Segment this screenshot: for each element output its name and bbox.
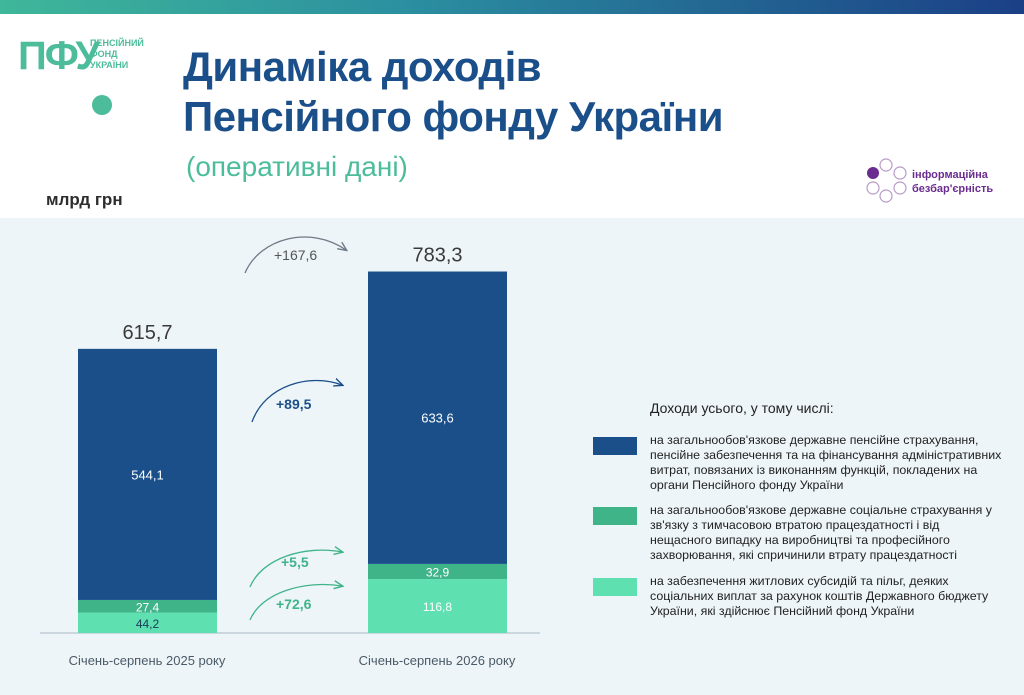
change-label-series1: +72,6 (276, 596, 312, 612)
segment-label-2026-series3: 633,6 (421, 411, 454, 426)
page-title: Динаміка доходів Пенсійного фонду Україн… (183, 42, 724, 142)
legend-swatch-series1 (593, 578, 637, 596)
pfu-logo-subtitle: ПЕНСІЙНИЙ ФОНД УКРАЇНИ (90, 38, 144, 70)
segment-label-2026-series1: 116,8 (423, 600, 452, 614)
bar-2026-series1 (368, 579, 507, 633)
bar-2025-series3 (78, 348, 217, 600)
segment-label-2025-series2: 27,4 (136, 600, 160, 614)
legend-item-series2: на загальнообов'язкове державне соціальн… (593, 503, 1003, 563)
bar-2026-series2 (368, 563, 507, 580)
bar-group-2026 (368, 271, 507, 633)
segment-label-2026-series2: 32,9 (426, 566, 450, 580)
top-gradient-bar (0, 0, 1024, 14)
change-arrow-total (244, 236, 346, 274)
legend-swatch-series2 (593, 507, 637, 525)
badge-line-2: безбар'єрність (912, 183, 994, 195)
legend-item-series1: на забезпечення житлових субсидій та піл… (593, 574, 1003, 619)
change-label-series2: +5,5 (281, 554, 309, 570)
change-arrow-series1 (249, 584, 342, 621)
accessibility-badge-text: інформаційна безбар'єрність (912, 168, 993, 196)
bar-group-2025 (78, 348, 217, 633)
category-label-2026: Січень-серпень 2026 року (359, 653, 516, 668)
change-arrow-series2 (249, 550, 342, 588)
legend-text-series1: на забезпечення житлових субсидій та піл… (650, 574, 989, 618)
bar-2025-series2 (78, 599, 217, 613)
category-label-2025: Січень-серпень 2025 року (69, 653, 226, 668)
title-line-1: Динаміка доходів (183, 43, 542, 90)
unit-label: млрд грн (46, 190, 123, 209)
change-arrow-series3 (251, 381, 342, 423)
legend-text-series3: на загальнообов'язкове державне пенсійне… (650, 433, 1002, 492)
total-label-2026: 783,3 (412, 245, 462, 267)
total-label-2025: 615,7 (122, 322, 172, 344)
segment-label-2025-series3: 544,1 (131, 467, 164, 482)
bar-2026-series3 (368, 271, 507, 564)
legend-text-series2: на загальнообов'язкове державне соціальн… (650, 503, 992, 562)
legend-swatch-series3 (593, 437, 637, 455)
change-label-series3: +89,5 (276, 396, 312, 412)
bar-2025-series1 (78, 612, 217, 633)
pfu-logo: ПФУ (18, 34, 100, 78)
segment-label-2025-series1: 44,2 (136, 617, 160, 631)
change-label-total: +167,6 (274, 247, 317, 263)
legend-item-series3: на загальнообов'язкове державне пенсійне… (593, 433, 1003, 493)
accessibility-badge-icon (866, 158, 907, 203)
badge-line-1: інформаційна (912, 169, 988, 181)
logo-dot-icon (92, 95, 112, 115)
page-subtitle: (оперативні дані) (186, 151, 408, 182)
legend-title: Доходи усього, у тому числі: (650, 400, 834, 416)
title-line-2: Пенсійного фонду України (183, 93, 724, 140)
